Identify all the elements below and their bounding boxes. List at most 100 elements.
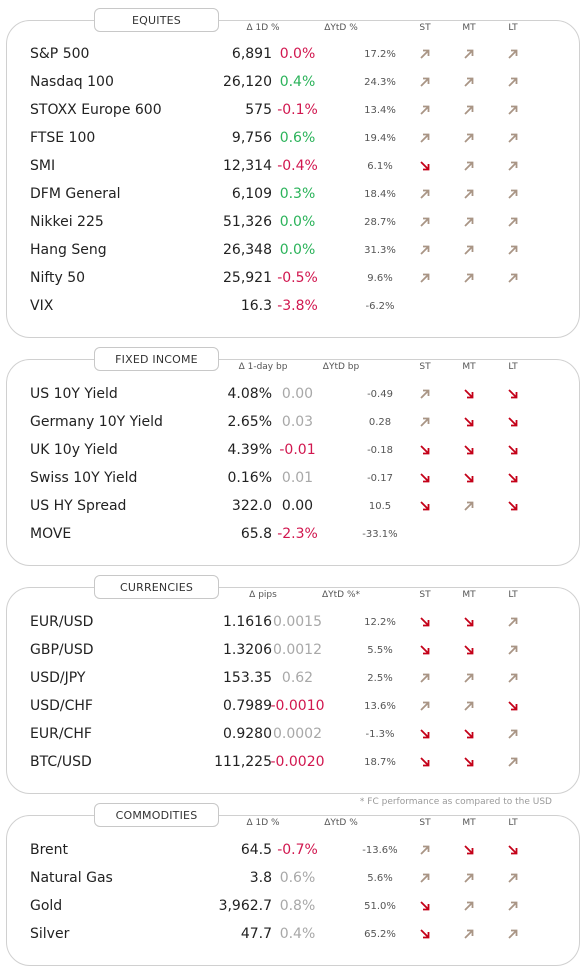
instrument-name: FTSE 100 <box>30 130 96 146</box>
lt-trend-up-arrow-icon <box>507 616 521 630</box>
fixed-income-row: US 10Y Yield 4.08% 0.00 -0.49 <box>30 386 530 414</box>
ytd-change: 13.4% <box>364 105 396 116</box>
ytd-change: 28.7% <box>364 217 396 228</box>
commodities-row: Natural Gas 3.8 0.6% 5.6% <box>30 870 530 898</box>
instrument-value: 575 <box>245 102 272 118</box>
currencies-row: EUR/USD 1.1616 0.0015 12.2% <box>30 614 530 642</box>
lt-trend-up-arrow-icon <box>507 728 521 742</box>
instrument-value: 25,921 <box>223 270 272 286</box>
lt-trend-down-arrow-icon <box>507 844 521 858</box>
mt-trend-down-arrow-icon <box>463 616 477 630</box>
lt-trend-up-arrow-icon <box>507 872 521 886</box>
st-trend-up-arrow-icon <box>419 76 433 90</box>
ytd-change: -0.18 <box>367 445 393 456</box>
instrument-value: 3,962.7 <box>218 898 272 914</box>
fixed-income-header-chg: Δ 1-day bp <box>238 362 288 372</box>
instrument-name: Gold <box>30 898 63 914</box>
st-trend-up-arrow-icon <box>419 244 433 258</box>
st-trend-down-arrow-icon <box>419 756 433 770</box>
daily-change: -3.8% <box>277 298 318 314</box>
instrument-name: Germany 10Y Yield <box>30 414 163 430</box>
instrument-value: 1.3206 <box>223 642 272 658</box>
daily-change: -0.1% <box>277 102 318 118</box>
ytd-change: 18.7% <box>364 757 396 768</box>
st-trend-up-arrow-icon <box>419 388 433 402</box>
commodities-header-lt: LT <box>508 818 518 828</box>
lt-trend-up-arrow-icon <box>507 900 521 914</box>
equities-row: Hang Seng 26,348 0.0% 31.3% <box>30 242 530 270</box>
currencies-row: BTC/USD 111,225 -0.0020 18.7% <box>30 754 530 782</box>
commodities-header-st: ST <box>419 818 431 828</box>
instrument-name: Brent <box>30 842 69 858</box>
st-trend-up-arrow-icon <box>419 272 433 286</box>
lt-trend-up-arrow-icon <box>507 672 521 686</box>
mt-trend-up-arrow-icon <box>463 76 477 90</box>
commodities-tab: COMMODITIES <box>94 803 219 827</box>
currencies-row: USD/JPY 153.35 0.62 2.5% <box>30 670 530 698</box>
daily-change: -0.5% <box>277 270 318 286</box>
lt-trend-down-arrow-icon <box>507 500 521 514</box>
instrument-value: 9,756 <box>231 130 272 146</box>
lt-trend-up-arrow-icon <box>507 216 521 230</box>
instrument-value: 1.1616 <box>223 614 272 630</box>
lt-trend-down-arrow-icon <box>507 472 521 486</box>
fixed-income-row: Germany 10Y Yield 2.65% 0.03 0.28 <box>30 414 530 442</box>
fixed-income-row: Swiss 10Y Yield 0.16% 0.01 -0.17 <box>30 470 530 498</box>
mt-trend-down-arrow-icon <box>463 756 477 770</box>
ytd-change: 12.2% <box>364 617 396 628</box>
instrument-name: Nifty 50 <box>30 270 86 286</box>
mt-trend-down-arrow-icon <box>463 728 477 742</box>
lt-trend-up-arrow-icon <box>507 928 521 942</box>
instrument-name: GBP/USD <box>30 642 94 658</box>
ytd-change: 6.1% <box>367 161 393 172</box>
st-trend-up-arrow-icon <box>419 216 433 230</box>
instrument-name: DFM General <box>30 186 121 202</box>
ytd-change: 5.6% <box>367 873 393 884</box>
mt-trend-up-arrow-icon <box>463 700 477 714</box>
instrument-name: VIX <box>30 298 54 314</box>
daily-change: 0.62 <box>281 670 314 686</box>
mt-trend-up-arrow-icon <box>463 104 477 118</box>
lt-trend-up-arrow-icon <box>507 272 521 286</box>
st-trend-down-arrow-icon <box>419 928 433 942</box>
lt-trend-down-arrow-icon <box>507 700 521 714</box>
instrument-name: UK 10y Yield <box>30 442 118 458</box>
equities-row: S&P 500 6,891 0.0% 17.2% <box>30 46 530 74</box>
mt-trend-up-arrow-icon <box>463 928 477 942</box>
ytd-change: -0.49 <box>367 389 393 400</box>
ytd-change: 18.4% <box>364 189 396 200</box>
currencies-panel <box>6 587 580 794</box>
daily-change: 0.6% <box>279 130 316 146</box>
currencies-header-ytd: ΔYtD %* <box>321 590 361 600</box>
equities-tab: EQUITES <box>94 8 219 32</box>
lt-trend-down-arrow-icon <box>507 416 521 430</box>
instrument-value: 0.9280 <box>223 726 272 742</box>
equities-row: FTSE 100 9,756 0.6% 19.4% <box>30 130 530 158</box>
mt-trend-up-arrow-icon <box>463 48 477 62</box>
mt-trend-up-arrow-icon <box>463 500 477 514</box>
daily-change: 0.0012 <box>273 642 322 658</box>
ytd-change: -13.6% <box>362 845 398 856</box>
instrument-value: 4.08% <box>227 386 272 402</box>
instrument-value: 12,314 <box>223 158 272 174</box>
ytd-change: 65.2% <box>364 929 396 940</box>
equities-row: VIX 16.3 -3.8% -6.2% <box>30 298 530 326</box>
daily-change: 0.4% <box>279 926 316 942</box>
mt-trend-up-arrow-icon <box>463 132 477 146</box>
st-trend-up-arrow-icon <box>419 844 433 858</box>
daily-change: 0.0015 <box>273 614 322 630</box>
daily-change: 0.6% <box>279 870 316 886</box>
instrument-value: 65.8 <box>240 526 272 542</box>
lt-trend-up-arrow-icon <box>507 188 521 202</box>
ytd-change: 13.6% <box>364 701 396 712</box>
daily-change: -0.0020 <box>270 754 325 770</box>
mt-trend-down-arrow-icon <box>463 416 477 430</box>
instrument-value: 26,348 <box>223 242 272 258</box>
equities-header-st: ST <box>419 23 431 33</box>
lt-trend-down-arrow-icon <box>507 444 521 458</box>
st-trend-down-arrow-icon <box>419 900 433 914</box>
currencies-header-mt: MT <box>462 590 476 600</box>
fixed-income-header-ytd: ΔYtD bp <box>322 362 360 372</box>
st-trend-down-arrow-icon <box>419 728 433 742</box>
st-trend-down-arrow-icon <box>419 500 433 514</box>
